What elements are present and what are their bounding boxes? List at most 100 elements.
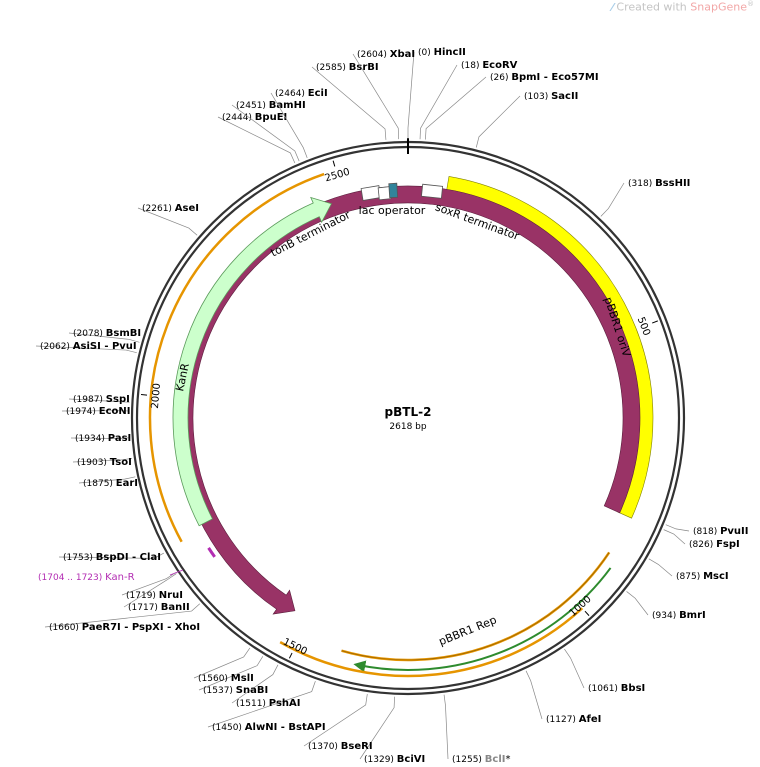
primer-site-label[interactable]: (1704 .. 1723) Kan-R bbox=[38, 572, 135, 583]
site-extra-name: - PvuI bbox=[101, 341, 137, 352]
site-label[interactable]: (1511) PshAI bbox=[236, 698, 300, 709]
site-label[interactable]: (1329) BciVI bbox=[364, 754, 425, 765]
site-leader-line bbox=[425, 76, 487, 140]
site-label[interactable]: (2464) EciI bbox=[275, 88, 328, 99]
site-label[interactable]: (934) BmrI bbox=[652, 610, 706, 621]
site-bsrbi[interactable]: (2585) BsrBI bbox=[311, 62, 387, 140]
site-label[interactable]: (26) BpmI - Eco57MI bbox=[490, 72, 599, 83]
site-name: BamHI bbox=[269, 100, 306, 111]
site-label[interactable]: (2261) AseI bbox=[142, 203, 199, 214]
site-pasi[interactable]: (1934) PasI bbox=[70, 433, 131, 444]
site-label[interactable]: (1061) BbsI bbox=[588, 683, 645, 694]
site-bcli[interactable]: (1255) BclI* bbox=[443, 694, 511, 765]
site-pshai[interactable]: (1511) PshAI bbox=[231, 664, 300, 709]
site-label[interactable]: (1127) AfeI bbox=[546, 714, 601, 725]
site-label[interactable]: (2062) AsiSI - PvuI bbox=[40, 341, 137, 352]
site-position: (318) bbox=[628, 179, 655, 189]
site-name: BbsI bbox=[621, 683, 645, 694]
tick-label: 2500 bbox=[324, 167, 352, 185]
site-bpuei[interactable]: (2444) BpuEI bbox=[217, 112, 296, 164]
site-name: SnaBI bbox=[236, 685, 268, 696]
site-position: (1660) bbox=[49, 623, 82, 633]
site-label[interactable]: (1537) SnaBI bbox=[203, 685, 268, 696]
site-label[interactable]: (1255) BclI* bbox=[452, 754, 511, 765]
site-leader-line bbox=[68, 398, 130, 403]
site-econi[interactable]: (1974) EcoNI bbox=[61, 406, 131, 417]
site-label[interactable]: (103) SacII bbox=[524, 91, 578, 102]
site-afei[interactable]: (1127) AfeI bbox=[525, 670, 601, 725]
site-tsoi[interactable]: (1903) TsoI bbox=[72, 457, 132, 468]
site-label[interactable]: (1987) SspI bbox=[73, 394, 130, 405]
site-label[interactable]: (1903) TsoI bbox=[77, 457, 132, 468]
site-label[interactable]: (826) FspI bbox=[689, 539, 740, 550]
site-msci[interactable]: (875) MscI bbox=[648, 558, 729, 582]
site-label[interactable]: (318) BssHII bbox=[628, 178, 690, 189]
site-position: (1934) bbox=[75, 434, 108, 444]
site-sspi[interactable]: (1987) SspI bbox=[68, 394, 130, 405]
site-eari[interactable]: (1875) EarI bbox=[78, 476, 138, 489]
site-label[interactable]: (1934) PasI bbox=[75, 433, 131, 444]
site-paer7i[interactable]: (1660) PaeR7I - PspXI - XhoI bbox=[44, 603, 200, 633]
site-label[interactable]: (1560) MslI bbox=[198, 673, 254, 684]
site-ecii[interactable]: (2464) EciI bbox=[270, 88, 328, 158]
site-bbsi[interactable]: (1061) BbsI bbox=[564, 648, 645, 694]
site-label[interactable]: (1875) EarI bbox=[83, 478, 138, 489]
site-asei[interactable]: (2261) AseI bbox=[137, 203, 199, 236]
site-label[interactable]: (1974) EcoNI bbox=[66, 406, 131, 417]
site-name: TsoI bbox=[110, 457, 132, 468]
site-label[interactable]: (18) EcoRV bbox=[461, 60, 518, 71]
site-label[interactable]: (1753) BspDI - ClaI bbox=[63, 552, 161, 563]
site-label[interactable]: (818) PvuII bbox=[693, 526, 748, 537]
site-label[interactable]: (1717) BanII bbox=[128, 602, 190, 613]
site-position: (18) bbox=[461, 61, 482, 71]
site-label[interactable]: (1450) AlwNI - BstAPI bbox=[212, 722, 326, 733]
site-msli[interactable]: (1560) MslI bbox=[193, 647, 254, 684]
primer-site-kan-r[interactable]: (1704 .. 1723) Kan-R bbox=[38, 547, 216, 583]
site-label[interactable]: (2451) BamHI bbox=[236, 100, 306, 111]
site-position: (1511) bbox=[236, 699, 269, 709]
site-label[interactable]: (2604) XbaI bbox=[357, 49, 415, 60]
feature-soxr-terminator[interactable] bbox=[421, 183, 444, 199]
feature-lac-operator[interactable] bbox=[388, 182, 399, 199]
site-label[interactable]: (1719) NruI bbox=[126, 590, 183, 601]
site-asisi[interactable]: (2062) AsiSI - PvuI bbox=[35, 341, 137, 353]
site-name: XbaI bbox=[390, 49, 415, 60]
site-ecorv[interactable]: (18) EcoRV bbox=[419, 60, 518, 140]
site-label[interactable]: (2585) BsrBI bbox=[316, 62, 379, 73]
site-position: (1560) bbox=[198, 674, 231, 684]
site-name: AlwNI bbox=[245, 722, 278, 733]
site-bamhi[interactable]: (2451) BamHI bbox=[231, 100, 306, 162]
feature-kanr[interactable] bbox=[172, 196, 333, 527]
label-kanr: KanR bbox=[173, 362, 192, 393]
site-label[interactable]: (1370) BseRI bbox=[308, 741, 373, 752]
site-banii[interactable]: (1717) BanII bbox=[123, 573, 190, 613]
site-leader-line bbox=[475, 95, 521, 148]
site-name: AfeI bbox=[579, 714, 602, 725]
plasmid-name: pBTL-2 bbox=[385, 405, 432, 419]
site-label[interactable]: (0) HincII bbox=[418, 47, 466, 58]
site-label[interactable]: (875) MscI bbox=[676, 571, 729, 582]
site-bsmbi[interactable]: (2078) BsmBI bbox=[68, 328, 141, 343]
site-label[interactable]: (2444) BpuEI bbox=[222, 112, 287, 123]
site-pvuii[interactable]: (818) PvuII bbox=[665, 524, 749, 537]
site-snabi[interactable]: (1537) SnaBI bbox=[198, 656, 268, 696]
site-label[interactable]: (1660) PaeR7I - PspXI - XhoI bbox=[49, 622, 200, 633]
site-position: (875) bbox=[676, 572, 703, 582]
site-bcivi[interactable]: (1329) BciVI bbox=[359, 696, 425, 765]
site-bseri[interactable]: (1370) BseRI bbox=[303, 693, 373, 752]
site-nrui[interactable]: (1719) NruI bbox=[121, 572, 183, 601]
site-label[interactable]: (2078) BsmBI bbox=[73, 328, 141, 339]
site-hincii[interactable]: (0) HincII bbox=[407, 47, 466, 139]
site-position: (2078) bbox=[73, 329, 106, 339]
site-leader-line bbox=[217, 116, 296, 164]
site-bmri[interactable]: (934) BmrI bbox=[626, 591, 706, 621]
site-bsshii[interactable]: (318) BssHII bbox=[600, 178, 691, 217]
site-bpmi[interactable]: (26) BpmI - Eco57MI bbox=[425, 72, 599, 140]
site-alwni[interactable]: (1450) AlwNI - BstAPI bbox=[207, 681, 326, 733]
site-bspdi[interactable]: (1753) BspDI - ClaI bbox=[58, 552, 165, 563]
site-xbai[interactable]: (2604) XbaI bbox=[352, 49, 415, 140]
orf-arc-orange-left bbox=[148, 172, 325, 543]
site-position: (1987) bbox=[73, 395, 106, 405]
site-fspi[interactable]: (826) FspI bbox=[663, 529, 740, 550]
site-sacii[interactable]: (103) SacII bbox=[475, 91, 578, 148]
